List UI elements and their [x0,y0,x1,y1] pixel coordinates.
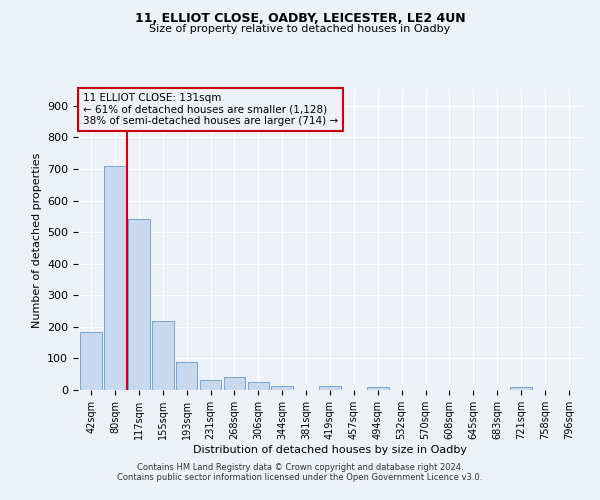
Bar [224,378,245,390]
Text: 11 ELLIOT CLOSE: 131sqm
← 61% of detached houses are smaller (1,128)
38% of semi: 11 ELLIOT CLOSE: 131sqm ← 61% of detache… [83,93,338,126]
Bar [176,362,197,390]
Bar [80,332,102,390]
Bar [367,387,389,390]
X-axis label: Distribution of detached houses by size in Oadby: Distribution of detached houses by size … [193,444,467,454]
Bar [104,166,126,390]
Text: Contains public sector information licensed under the Open Government Licence v3: Contains public sector information licen… [118,474,482,482]
Text: 11, ELLIOT CLOSE, OADBY, LEICESTER, LE2 4UN: 11, ELLIOT CLOSE, OADBY, LEICESTER, LE2 … [134,12,466,26]
Bar [271,386,293,390]
Bar [152,320,173,390]
Text: Size of property relative to detached houses in Oadby: Size of property relative to detached ho… [149,24,451,34]
Y-axis label: Number of detached properties: Number of detached properties [32,152,41,328]
Bar [128,220,149,390]
Bar [319,386,341,390]
Bar [511,388,532,390]
Bar [248,382,269,390]
Text: Contains HM Land Registry data © Crown copyright and database right 2024.: Contains HM Land Registry data © Crown c… [137,464,463,472]
Bar [200,380,221,390]
